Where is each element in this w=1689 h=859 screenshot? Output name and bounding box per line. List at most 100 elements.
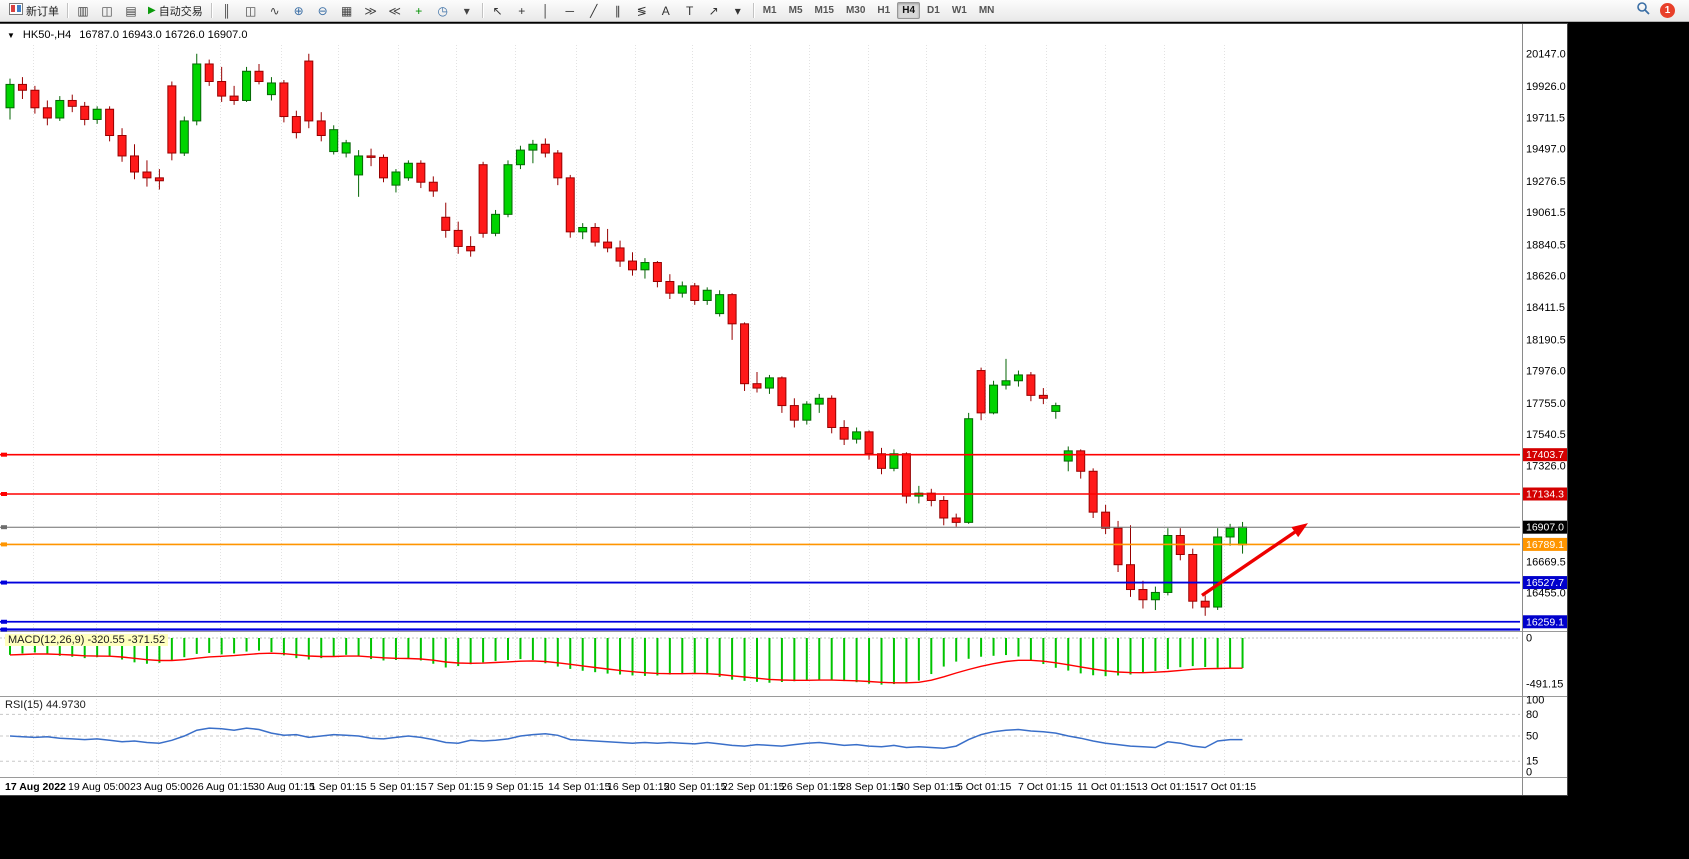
candle: [366, 155, 376, 158]
chart-symbol-period: HK50-,H4: [22, 29, 72, 41]
price-badge: [1523, 615, 1567, 629]
price-axis-label: 17540.5: [1526, 429, 1566, 441]
timeframe-m30[interactable]: M30: [845, 5, 866, 16]
scripts-icon[interactable]: ▤: [125, 3, 137, 18]
candle: [329, 129, 339, 153]
trend-arrow: [1201, 527, 1301, 597]
arrows-dropdown-icon[interactable]: ▾: [734, 3, 741, 18]
channel-icon[interactable]: ∥: [614, 3, 621, 18]
candle: [553, 152, 563, 179]
toolbar-separator: [210, 3, 212, 18]
period-clock-icon[interactable]: ◷: [437, 3, 448, 18]
candle: [453, 229, 463, 247]
horizontal-line-icon[interactable]: ─: [565, 3, 574, 18]
toolbar-separator: [67, 3, 68, 18]
candlestick-chart-icon[interactable]: ◫: [245, 3, 257, 18]
time-axis-label: 23 Aug 05:00: [130, 781, 192, 793]
crosshair-icon[interactable]: +: [518, 3, 526, 18]
price-axis-label: 16669.5: [1526, 556, 1566, 568]
trend-arrow-head: [1291, 523, 1308, 538]
cursor-icon[interactable]: ↖: [492, 3, 503, 18]
text-icon[interactable]: A: [661, 3, 670, 18]
candle: [939, 499, 949, 519]
indicators-add-icon[interactable]: +: [415, 3, 423, 18]
price-axis-label: 20147.0: [1526, 49, 1566, 61]
price-badge: [1523, 537, 1567, 551]
time-axis-label: 5 Oct 01:15: [957, 781, 1011, 793]
main-toolbar: 新订单 ▥ ◫ ▤ ▶ 自动交易 ║ ◫ ∿ ⊕ ⊖ ▦ ≫ ≪ + ◷ ▾ ↖ + │ ─ ╱ ∥ ≶ A T ↗ ▾ M…: [0, 0, 1689, 22]
rsi-axis-label: 50: [1526, 731, 1538, 743]
templates-dropdown-icon[interactable]: ▾: [463, 3, 470, 18]
candle: [391, 171, 401, 186]
candle: [42, 107, 52, 119]
chart-title: ▼ HK50-,H4 16787.0 16943.0 16726.0 16907…: [7, 29, 247, 41]
label-icon[interactable]: T: [686, 3, 694, 18]
autotrade-label: 自动交易: [158, 5, 203, 18]
bar-chart-icon[interactable]: ║: [222, 3, 231, 18]
timeframe-w1[interactable]: W1: [951, 5, 967, 16]
search-icon[interactable]: [1636, 1, 1650, 20]
time-axis-label: 9 Sep 01:15: [487, 781, 544, 793]
zoom-out-icon[interactable]: ⊖: [317, 3, 328, 18]
timeframe-m15[interactable]: M15: [814, 5, 834, 16]
chart-window[interactable]: ▼ HK50-,H4 16787.0 16943.0 16726.0 16907…: [0, 23, 1568, 796]
candle: [802, 403, 812, 421]
notification-badge[interactable]: 1: [1660, 3, 1675, 18]
candle: [491, 213, 501, 234]
rsi-axis-label: 0: [1526, 767, 1532, 779]
vertical-line-icon[interactable]: │: [541, 3, 550, 18]
price-axis-label: 19497.0: [1526, 144, 1566, 156]
candle: [5, 83, 15, 109]
candle: [105, 108, 115, 137]
price-badge-label: 17403.7: [1526, 449, 1564, 461]
candle: [55, 99, 65, 119]
candle: [652, 262, 662, 282]
candle: [1051, 405, 1061, 412]
price-axis-label: 19711.5: [1526, 112, 1565, 124]
charts-grid-icon[interactable]: ▥: [77, 3, 89, 18]
timeframe-m5[interactable]: M5: [788, 5, 803, 16]
candle: [715, 294, 725, 315]
candle: [1150, 591, 1160, 601]
candle: [814, 397, 824, 405]
candle: [1200, 600, 1210, 608]
timeframe-h1[interactable]: H1: [877, 5, 891, 16]
timeframe-h4[interactable]: H4: [897, 2, 921, 19]
macd-indicator-label: MACD(12,26,9) -320.55 -371.52: [5, 634, 169, 646]
price-badge-label: 16259.1: [1526, 616, 1564, 628]
toolbar-separator: [481, 3, 483, 18]
candle: [478, 164, 488, 234]
candle: [740, 323, 750, 385]
candle: [764, 377, 774, 389]
candle: [80, 105, 90, 120]
timeframe-m1[interactable]: M1: [762, 5, 777, 16]
price-chart-canvas[interactable]: 17403.7 17134.3 16907.0 16789.1 16527.7 16259…: [0, 24, 1567, 795]
fibonacci-icon[interactable]: ≶: [636, 3, 647, 18]
candle: [1225, 527, 1235, 538]
tile-windows-icon[interactable]: ▦: [341, 3, 353, 18]
candle: [964, 418, 974, 523]
candle: [304, 60, 314, 122]
profiles-icon[interactable]: ◫: [101, 3, 113, 18]
candle: [1126, 564, 1135, 591]
candle: [1001, 380, 1011, 386]
timeframe-d1[interactable]: D1: [927, 5, 940, 16]
new-order-button[interactable]: 新订单: [4, 1, 64, 21]
candle: [926, 492, 936, 501]
chart-menu-icon[interactable]: ▼: [7, 30, 15, 40]
chart-shift-icon[interactable]: ≪: [388, 3, 401, 18]
arrow-tools-icon[interactable]: ↗: [708, 3, 719, 18]
candle: [515, 149, 525, 166]
candle: [167, 85, 177, 154]
autotrade-button[interactable]: ▶ 自动交易: [143, 1, 208, 21]
trendline-icon[interactable]: ╱: [590, 3, 598, 18]
zoom-in-icon[interactable]: ⊕: [293, 3, 304, 18]
candle: [254, 70, 264, 82]
timeframe-mn[interactable]: MN: [978, 5, 995, 16]
line-chart-icon[interactable]: ∿: [269, 3, 280, 18]
candle: [615, 247, 625, 262]
timeframe-bar: M1 M5 M15 M30 H1 H4 D1 W1 MN: [757, 2, 1001, 19]
candle: [229, 95, 239, 101]
auto-scroll-icon[interactable]: ≫: [364, 3, 377, 18]
time-axis-label: 17 Oct 01:15: [1196, 781, 1256, 793]
